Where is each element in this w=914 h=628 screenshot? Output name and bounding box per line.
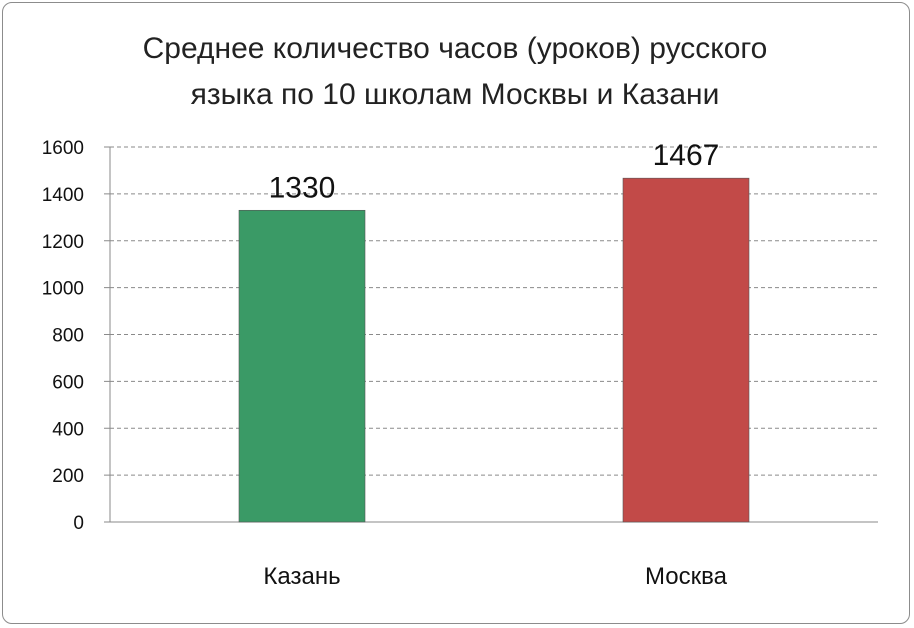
category-label: Москва [645,563,728,590]
data-label: 1330 [269,171,336,204]
y-tick-label: 200 [52,466,84,487]
bar [622,177,750,523]
y-tick-label: 1400 [42,185,84,206]
bar [238,209,366,523]
y-tick-label: 600 [52,372,84,393]
y-tick-label: 1600 [42,138,84,159]
chart-title-line-1: Среднее количество часов (уроков) русско… [142,32,768,65]
y-tick-label: 800 [52,326,84,347]
chart-title-line-2: языка по 10 школам Москвы и Казани [190,78,720,111]
y-tick-label: 1200 [42,232,84,253]
y-tick-label: 0 [73,513,84,534]
y-tick-label: 400 [52,419,84,440]
data-label: 1467 [653,139,720,172]
y-tick-label: 1000 [42,279,84,300]
category-label: Казань [263,563,340,590]
